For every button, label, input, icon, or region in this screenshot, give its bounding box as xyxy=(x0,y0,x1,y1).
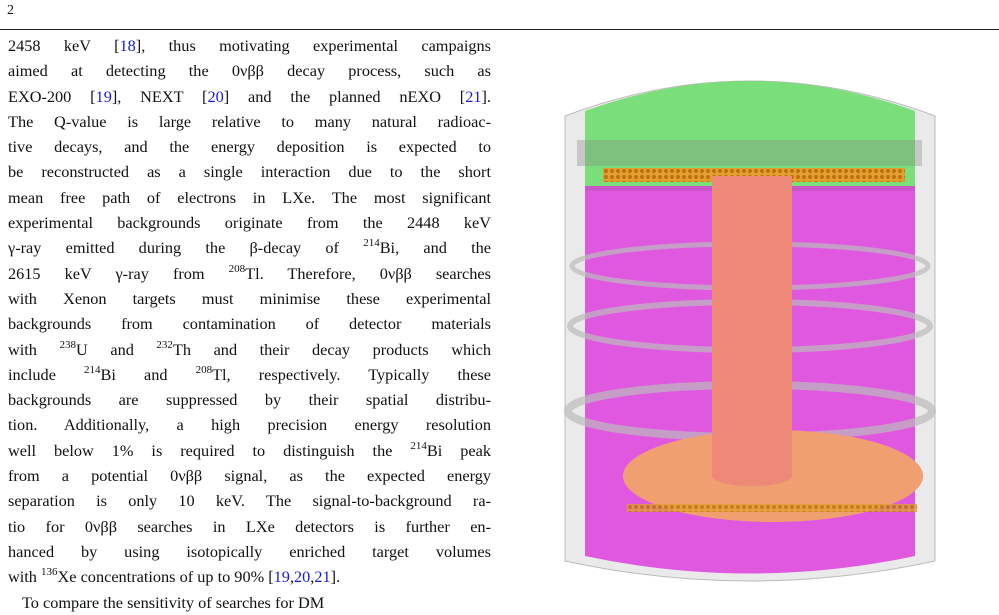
superscript: 214 xyxy=(363,237,380,250)
text-run: U and xyxy=(76,339,157,359)
text-run: 2458 keV [ xyxy=(8,36,120,55)
top-flange xyxy=(577,140,922,166)
central-rod xyxy=(712,176,792,476)
central-rod-base xyxy=(712,466,792,486)
text-line: EXO-200 [19], NEXT [20] and the planned … xyxy=(8,84,491,109)
superscript: 208 xyxy=(228,262,246,275)
superscript: 232 xyxy=(156,338,173,351)
text-line: γ-ray emitted during the β-decay of 214B… xyxy=(8,235,491,260)
text-line: mean free path of electrons in LXe. The … xyxy=(8,185,491,210)
text-line: The Q-value is large relative to many na… xyxy=(8,109,491,134)
text-line: separation is only 10 keV. The signal-to… xyxy=(8,488,491,513)
text-run: experimental backgrounds originate from … xyxy=(8,213,491,233)
text-run: Bi, and the xyxy=(379,238,491,258)
superscript: 214 xyxy=(84,363,101,376)
superscript: 238 xyxy=(59,338,77,351)
text-line: with 136Xe concentrations of up to 90% [… xyxy=(8,564,491,589)
text-run: with xyxy=(8,567,42,587)
text-run: ], NEXT [ xyxy=(111,86,208,106)
text-run: aimed at detecting the 0νββ decay proces… xyxy=(8,61,491,81)
text-line: well below 1% is required to distinguish… xyxy=(8,438,491,463)
bottom-pmt-array xyxy=(627,504,917,512)
citation-link[interactable]: 21 xyxy=(465,86,482,106)
text-line: with 238U and 232Th and their decay prod… xyxy=(8,337,491,362)
text-run: ]. xyxy=(481,86,492,106)
text-column: 2458 keV [18], thus motivating experimen… xyxy=(8,33,491,615)
text-run: , xyxy=(310,567,315,587)
text-run: with Xenon targets must minimise these e… xyxy=(8,288,491,308)
text-line: tio for 0νββ searches in LXe detectors i… xyxy=(8,514,491,539)
text-line: aimed at detecting the 0νββ decay proces… xyxy=(8,58,491,83)
superscript: 208 xyxy=(195,363,213,376)
text-run: mean free path of electrons in LXe. The … xyxy=(8,187,491,207)
citation-link[interactable]: 19 xyxy=(273,567,290,587)
superscript: 136 xyxy=(41,566,58,579)
text-run: from a potential 0νββ signal, as the exp… xyxy=(8,466,491,486)
header-rule xyxy=(0,29,999,30)
text-run: hanced by using isotopically enriched ta… xyxy=(8,541,491,561)
text-run: tio for 0νββ searches in LXe detectors i… xyxy=(8,516,491,536)
text-line: from a potential 0νββ signal, as the exp… xyxy=(8,463,491,488)
text-line: experimental backgrounds originate from … xyxy=(8,210,491,235)
citation-link[interactable]: 21 xyxy=(314,567,331,587)
text-run: ] and the planned nEXO [ xyxy=(223,86,466,106)
text-run: Tl. Therefore, 0νββ searches xyxy=(245,263,491,283)
text-run: backgrounds are suppressed by their spat… xyxy=(8,390,491,410)
text-line: To compare the sensitivity of searches f… xyxy=(8,590,491,615)
citation-link[interactable]: 20 xyxy=(294,567,311,587)
text-run: 2615 keV γ-ray from xyxy=(8,263,229,283)
citation-link[interactable]: 18 xyxy=(119,36,136,55)
text-run: be reconstructed as a single interaction… xyxy=(8,162,491,182)
text-run: ]. xyxy=(330,567,341,587)
text-run: Bi and xyxy=(100,364,196,384)
text-run: ], thus motivating experimental campaign… xyxy=(135,36,491,55)
text-run: Bi peak xyxy=(426,440,491,460)
text-line: hanced by using isotopically enriched ta… xyxy=(8,539,491,564)
text-run: tion. Additionally, a high precision ene… xyxy=(8,415,491,435)
text-run: include xyxy=(8,364,85,384)
text-run: Tl, respectively. Typically these xyxy=(212,364,491,384)
superscript: 214 xyxy=(410,439,427,452)
citation-link[interactable]: 19 xyxy=(95,86,112,106)
text-run: separation is only 10 keV. The signal-to… xyxy=(8,491,491,511)
gas-phase xyxy=(585,81,915,191)
text-line: include 214Bi and 208Tl, respectively. T… xyxy=(8,362,491,387)
detector-figure xyxy=(564,80,936,582)
text-line: with Xenon targets must minimise these e… xyxy=(8,286,491,311)
text-run: Th and their decay products which xyxy=(172,339,491,359)
text-run: tive decays, and the energy deposition i… xyxy=(8,137,491,157)
text-run: , xyxy=(289,567,295,587)
text-line: backgrounds from contamination of detect… xyxy=(8,311,491,336)
text-run: To compare the sensitivity of searches f… xyxy=(22,592,325,612)
text-line: 2615 keV γ-ray from 208Tl. Therefore, 0ν… xyxy=(8,261,491,286)
top-pmt-array xyxy=(603,168,905,182)
page-number: 2 xyxy=(7,3,14,18)
text-run: EXO-200 [ xyxy=(8,86,96,106)
text-run: with xyxy=(8,339,60,359)
text-run: The Q-value is large relative to many na… xyxy=(8,111,491,131)
text-run: Xe concentrations of up to 90% [ xyxy=(57,567,274,587)
text-run: well below 1% is required to distinguish… xyxy=(8,440,411,460)
text-line: be reconstructed as a single interaction… xyxy=(8,159,491,184)
text-line: 2458 keV [18], thus motivating experimen… xyxy=(8,33,491,58)
text-line: backgrounds are suppressed by their spat… xyxy=(8,387,491,412)
text-line: tive decays, and the energy deposition i… xyxy=(8,134,491,159)
text-run: backgrounds from contamination of detect… xyxy=(8,314,491,334)
citation-link[interactable]: 20 xyxy=(207,86,224,106)
text-run: γ-ray emitted during the β-decay of xyxy=(8,238,364,258)
text-line: tion. Additionally, a high precision ene… xyxy=(8,412,491,437)
